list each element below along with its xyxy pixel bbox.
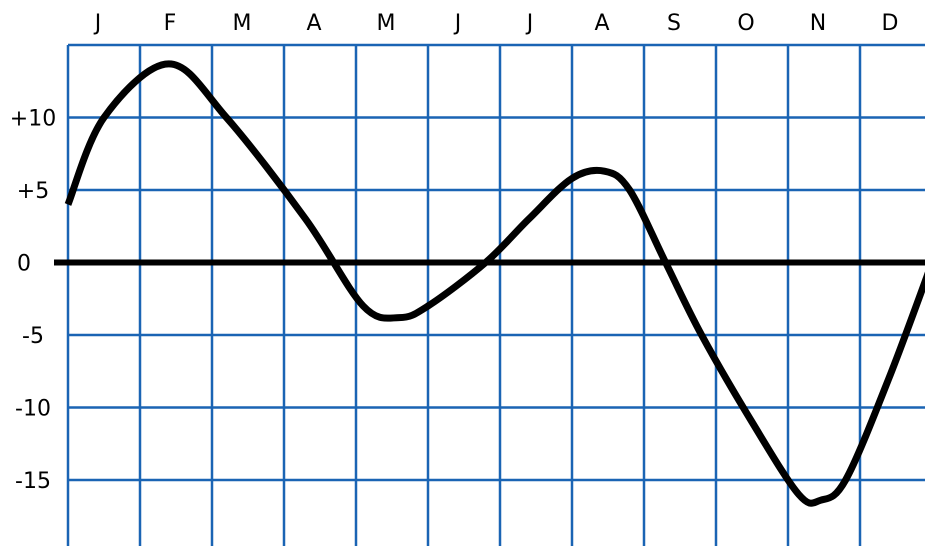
month-label: J [453, 11, 462, 36]
y-tick-label: +10 [10, 107, 56, 132]
month-label: M [233, 11, 252, 36]
y-tick-label: -5 [22, 324, 44, 349]
month-label: A [306, 11, 321, 36]
y-tick-label: -10 [15, 397, 51, 422]
month-label: S [667, 11, 681, 36]
month-label: N [810, 11, 826, 36]
month-label: J [93, 11, 102, 36]
y-tick-label: 0 [17, 252, 31, 277]
month-label: A [594, 11, 609, 36]
month-label: D [882, 11, 899, 36]
month-label: O [737, 11, 754, 36]
month-label: F [164, 11, 177, 36]
month-label: J [525, 11, 534, 36]
y-tick-label: -15 [15, 469, 51, 494]
series-line [64, 60, 925, 507]
y-tick-label: +5 [17, 179, 49, 204]
month-label: M [377, 11, 396, 36]
